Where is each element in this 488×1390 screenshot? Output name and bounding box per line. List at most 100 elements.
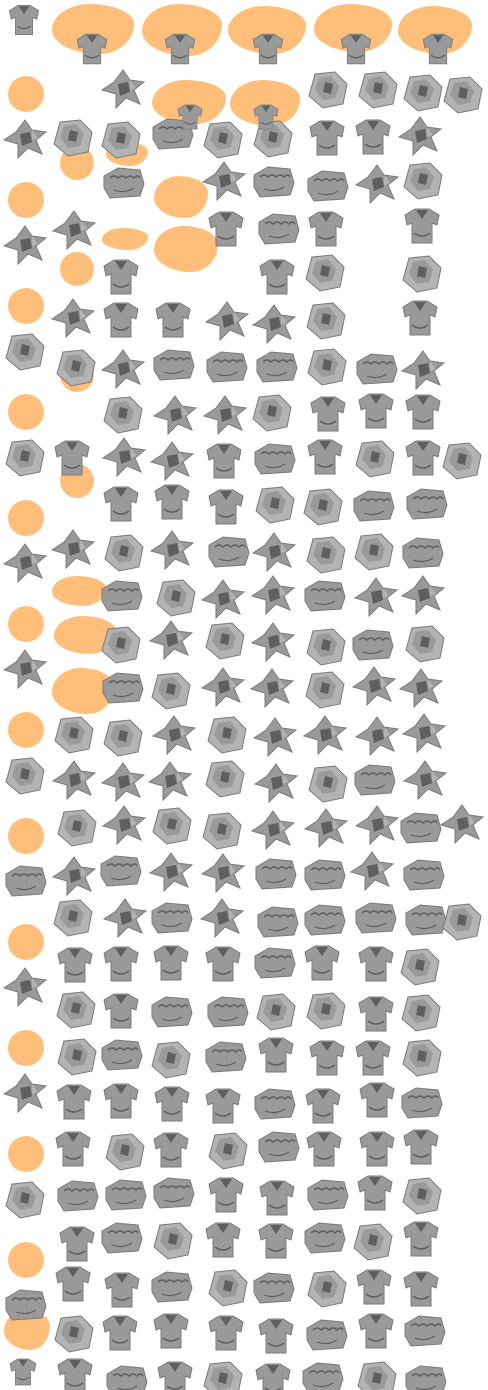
folded-shirt-icon — [50, 297, 96, 339]
folded-shirt-icon — [398, 1126, 444, 1168]
folded-shirt-icon — [202, 757, 248, 799]
folded-shirt-icon — [250, 621, 296, 663]
folded-shirt-icon — [170, 102, 210, 132]
folded-shirt-icon — [301, 1217, 347, 1259]
folded-shirt-icon — [250, 117, 296, 159]
folded-shirt-icon — [254, 1177, 300, 1219]
folded-shirt-icon — [203, 1174, 249, 1216]
folded-shirt-icon — [305, 762, 351, 804]
highlight-blob — [52, 576, 106, 606]
folded-shirt-icon — [252, 853, 298, 895]
highlight-blob — [154, 176, 208, 218]
folded-shirt-icon — [204, 991, 250, 1033]
folded-shirt-icon — [150, 1219, 196, 1261]
folded-shirt-icon — [204, 713, 250, 755]
folded-shirt-icon — [355, 68, 401, 110]
folded-shirt-icon — [354, 1128, 400, 1170]
folded-shirt-icon — [100, 348, 146, 390]
folded-shirt-icon — [251, 438, 297, 480]
folded-shirt-icon — [399, 1036, 445, 1078]
folded-shirt-icon — [254, 901, 300, 943]
folded-shirt-icon — [98, 1217, 144, 1259]
folded-shirt-icon — [51, 1081, 97, 1123]
folded-shirt-icon — [54, 806, 100, 848]
folded-shirt-icon — [50, 1128, 96, 1170]
folded-shirt-icon — [304, 1174, 350, 1216]
folded-shirt-icon — [202, 394, 248, 436]
folded-shirt-icon — [51, 1312, 97, 1354]
folded-shirt-icon — [350, 485, 396, 527]
folded-shirt-icon — [353, 1310, 399, 1352]
folded-shirt-icon — [302, 251, 348, 293]
folded-shirt-icon — [400, 391, 446, 433]
folded-shirt-icon — [98, 1034, 144, 1076]
folded-shirt-icon — [350, 1037, 396, 1079]
folded-shirt-icon — [303, 299, 349, 341]
folded-shirt-icon — [200, 943, 246, 985]
folded-shirt-icon — [301, 1128, 347, 1170]
folded-shirt-icon — [98, 118, 144, 160]
folded-shirt-icon — [351, 665, 397, 707]
folded-shirt-icon — [102, 1130, 148, 1172]
highlight-blob — [8, 924, 44, 960]
folded-shirt-icon — [397, 297, 443, 339]
folded-shirt-icon — [397, 945, 443, 987]
folded-shirt-icon — [251, 942, 297, 984]
highlight-blob — [8, 500, 44, 536]
folded-shirt-icon — [302, 668, 348, 710]
folded-shirt-icon — [305, 393, 351, 435]
folded-shirt-icon — [299, 1357, 345, 1390]
folded-shirt-icon — [203, 346, 249, 388]
folded-shirt-icon — [303, 533, 349, 575]
folded-shirt-icon — [200, 1219, 246, 1261]
folded-shirt-icon — [400, 574, 446, 616]
folded-shirt-icon — [399, 205, 445, 247]
folded-shirt-icon — [200, 118, 246, 160]
folded-shirt-icon — [152, 1358, 198, 1390]
folded-shirt-icon — [300, 485, 346, 527]
folded-shirt-icon — [148, 942, 194, 984]
folded-shirt-icon — [102, 897, 148, 939]
folded-shirt-icon — [200, 666, 246, 708]
folded-shirt-icon — [253, 1315, 299, 1357]
folded-shirt-icon — [98, 299, 144, 341]
folded-shirt-icon — [400, 159, 446, 201]
folded-shirt-icon — [253, 1034, 299, 1076]
folded-shirt-icon — [149, 804, 195, 846]
folded-shirt-icon — [418, 30, 458, 68]
folded-shirt-icon — [250, 161, 296, 203]
folded-shirt-icon — [400, 71, 446, 113]
folded-shirt-icon — [54, 1223, 100, 1265]
folded-shirt-icon — [204, 300, 250, 342]
highlight-blob — [8, 394, 44, 430]
folded-shirt-icon — [303, 208, 349, 250]
folded-shirt-icon — [200, 1358, 246, 1390]
folded-shirt-icon — [440, 73, 486, 115]
highlight-blob — [8, 1136, 44, 1172]
highlight-blob — [154, 226, 218, 272]
folded-shirt-icon — [304, 165, 350, 207]
folded-shirt-icon — [399, 252, 445, 294]
folded-shirt-icon — [397, 115, 443, 157]
highlight-blob — [8, 712, 44, 748]
folded-shirt-icon — [249, 667, 295, 709]
highlight-blob — [8, 1242, 44, 1278]
folded-shirt-icon — [205, 1266, 251, 1308]
folded-shirt-icon — [51, 759, 97, 801]
folded-shirt-icon — [99, 667, 145, 709]
folded-shirt-icon — [255, 1126, 301, 1168]
folded-shirt-icon — [203, 486, 249, 528]
folded-shirt-icon — [304, 117, 350, 159]
folded-shirt-icon — [148, 669, 194, 711]
folded-shirt-icon — [352, 1172, 398, 1214]
folded-shirt-icon — [152, 394, 198, 436]
folded-shirt-icon — [439, 439, 485, 481]
folded-shirt-icon — [251, 303, 297, 345]
folded-shirt-icon — [148, 1038, 194, 1080]
folded-shirt-icon — [401, 1310, 447, 1352]
folded-shirt-icon — [153, 576, 199, 618]
highlight-blob — [8, 288, 44, 324]
folded-shirt-icon — [251, 531, 297, 573]
folded-shirt-icon — [50, 1263, 96, 1305]
folded-shirt-icon — [439, 900, 485, 942]
